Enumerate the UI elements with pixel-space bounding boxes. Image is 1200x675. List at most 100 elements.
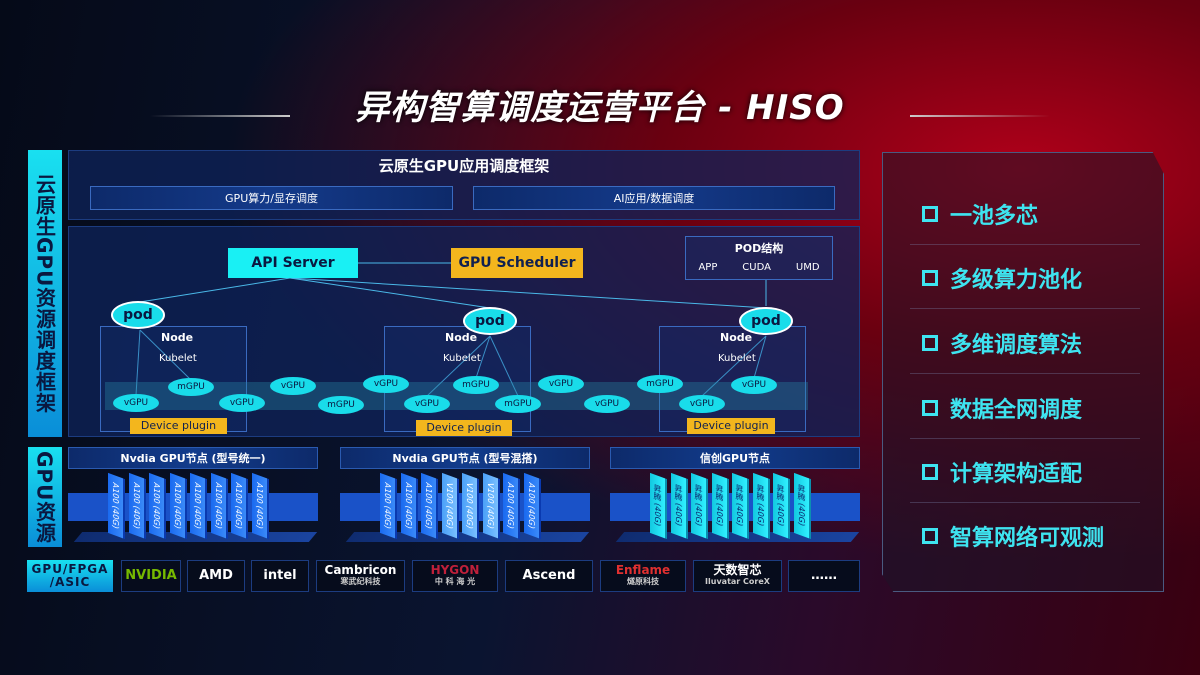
bar-ai-data: AI应用/数据调度 bbox=[473, 186, 835, 210]
gpu-chip: 昇腾 (40G) bbox=[650, 472, 667, 540]
feature-item: 计算架构适配 bbox=[922, 456, 1082, 488]
device-plugin-label: Device plugin bbox=[687, 418, 775, 434]
feature-item: 智算网络可观测 bbox=[922, 520, 1104, 552]
vgpu-ellipse: vGPU bbox=[584, 395, 630, 413]
gpu-chip: 昇腾 (40G) bbox=[773, 472, 790, 540]
pod-structure-box: POD结构 APP CUDA UMD bbox=[685, 236, 833, 280]
gpu-chip: A100 (40G) bbox=[421, 472, 438, 540]
vendor-logo-amd: AMD bbox=[187, 560, 245, 592]
vendor-name: Cambricon bbox=[324, 563, 397, 577]
vendor-logo-intel: intel bbox=[251, 560, 309, 592]
feature-label: 一池多芯 bbox=[950, 204, 1039, 229]
vgpu-ellipse: vGPU bbox=[363, 375, 409, 393]
vendor-logo-cambricon: Cambricon 寒武纪科技 bbox=[316, 560, 405, 592]
gpu-chip: A100 (40G) bbox=[149, 472, 166, 540]
gpu-chip: A100 (40G) bbox=[190, 472, 207, 540]
feature-divider bbox=[910, 244, 1140, 245]
vgpu-ellipse: vGPU bbox=[679, 395, 725, 413]
kubelet-label: Kubelet bbox=[718, 353, 756, 364]
gpu-chip: V100 (40G) bbox=[462, 472, 479, 540]
vendor-sub: 中 科 海 光 bbox=[434, 577, 476, 586]
feature-divider bbox=[910, 308, 1140, 309]
feature-divider bbox=[910, 502, 1140, 503]
gpu-chip: V100 (40G) bbox=[441, 472, 459, 540]
api-pod2-link bbox=[289, 277, 491, 309]
mgpu-ellipse: mGPU bbox=[495, 395, 541, 413]
gpu-group-title: 信创GPU节点 bbox=[610, 447, 860, 469]
page-title: 异构智算调度运营平台 - HISO bbox=[355, 88, 845, 128]
gpu-chip: 昇腾 (40G) bbox=[711, 472, 729, 540]
vendor-sub: Iluvatar CoreX bbox=[705, 577, 770, 586]
gpu-chip: A100 (40G) bbox=[251, 472, 269, 540]
mgpu-ellipse: mGPU bbox=[318, 396, 364, 414]
side-label-scheduling: 云原生GPU资源调度框架 bbox=[28, 150, 62, 437]
vgpu-ellipse: vGPU bbox=[538, 375, 584, 393]
gpu-chip: A100 (40G) bbox=[400, 472, 418, 540]
title-line-left bbox=[150, 115, 290, 117]
vendor-name: Enflame bbox=[615, 563, 671, 577]
feature-label: 数据全网调度 bbox=[950, 398, 1083, 423]
vendor-label: GPU/FPGA /ASIC bbox=[27, 560, 113, 592]
vendor-logo-more: 天数智芯 Iluvatar CoreX bbox=[693, 560, 782, 592]
vgpu-ellipse: vGPU bbox=[731, 376, 777, 394]
bar-gpu-compute: GPU算力/显存调度 bbox=[90, 186, 453, 210]
vendor-name: 天数智芯 bbox=[713, 563, 762, 577]
feature-item: 数据全网调度 bbox=[922, 392, 1082, 424]
vgpu-ellipse: vGPU bbox=[270, 377, 316, 395]
gpu-chip: A100 (40G) bbox=[169, 472, 187, 540]
vgpu-ellipse: vGPU bbox=[113, 394, 159, 412]
vgpu-ellipse: vGPU bbox=[219, 394, 265, 412]
vendor-sub: 燧原科技 bbox=[627, 577, 659, 586]
checkbox-icon bbox=[922, 464, 938, 480]
vendor-name: AMD bbox=[199, 568, 233, 583]
node-box: Node Kubelet bbox=[100, 326, 247, 432]
vendor-name: …… bbox=[811, 568, 837, 583]
api-pod1-link bbox=[139, 277, 291, 303]
gpu-chip: A100 (40G) bbox=[108, 472, 125, 540]
gpu-chip: 昇腾 (40G) bbox=[752, 472, 770, 540]
node-label: Node bbox=[445, 331, 478, 344]
pod-ellipse: pod bbox=[739, 307, 793, 335]
device-plugin-label: Device plugin bbox=[416, 420, 512, 436]
feature-label: 智算网络可观测 bbox=[950, 526, 1105, 551]
mgpu-ellipse: mGPU bbox=[168, 378, 214, 396]
checkbox-icon bbox=[922, 335, 938, 351]
pod-ellipse: pod bbox=[111, 301, 165, 329]
gpu-chip: A100 (40G) bbox=[503, 472, 520, 540]
gpu-chip: 昇腾 (40G) bbox=[732, 472, 749, 540]
side-label-gpu-resources: GPU资源 bbox=[28, 447, 62, 547]
vendor-name: HYGON bbox=[430, 563, 480, 577]
pod-item-umd: UMD bbox=[795, 262, 820, 273]
feature-item: 多维调度算法 bbox=[922, 327, 1082, 359]
kubelet-label: Kubelet bbox=[443, 353, 481, 364]
pod-item-app: APP bbox=[698, 262, 718, 273]
kubelet-label: Kubelet bbox=[159, 353, 197, 364]
mgpu-ellipse: mGPU bbox=[637, 375, 683, 393]
vendor-logo-ascend: Ascend bbox=[505, 560, 593, 592]
gpu-chip: V100 (40G) bbox=[482, 472, 500, 540]
gpu-chip: 昇腾 (40G) bbox=[793, 472, 811, 540]
api-pod3-link bbox=[289, 277, 767, 309]
gpu-chip: 昇腾 (40G) bbox=[670, 472, 688, 540]
node-label: Node bbox=[161, 331, 194, 344]
gpu-scheduler-box: GPU Scheduler bbox=[451, 248, 583, 278]
vendor-logo-hygon: HYGON 中 科 海 光 bbox=[412, 560, 498, 592]
api-server-box: API Server bbox=[228, 248, 358, 278]
gpu-group-title: Nvdia GPU节点 (型号统一) bbox=[68, 447, 318, 469]
vgpu-ellipse: vGPU bbox=[404, 395, 450, 413]
node-label: Node bbox=[720, 331, 753, 344]
pod-structure-title: POD结构 bbox=[734, 242, 784, 255]
framework-title: 云原生GPU应用调度框架 bbox=[378, 157, 550, 175]
checkbox-icon bbox=[922, 400, 938, 416]
vendor-logo-enflame: Enflame 燧原科技 bbox=[600, 560, 686, 592]
pod-ellipse: pod bbox=[463, 307, 517, 335]
vendor-name: NVIDIA bbox=[125, 568, 177, 583]
gpu-chip: A100 (40G) bbox=[380, 472, 397, 540]
mgpu-ellipse: mGPU bbox=[453, 376, 499, 394]
feature-divider bbox=[910, 438, 1140, 439]
gpu-chip: A100 (40G) bbox=[128, 472, 146, 540]
vendor-logo-nvidia: NVIDIA bbox=[121, 560, 181, 592]
vendor-name: intel bbox=[263, 568, 297, 583]
gpu-chip: 昇腾 (40G) bbox=[691, 472, 708, 540]
